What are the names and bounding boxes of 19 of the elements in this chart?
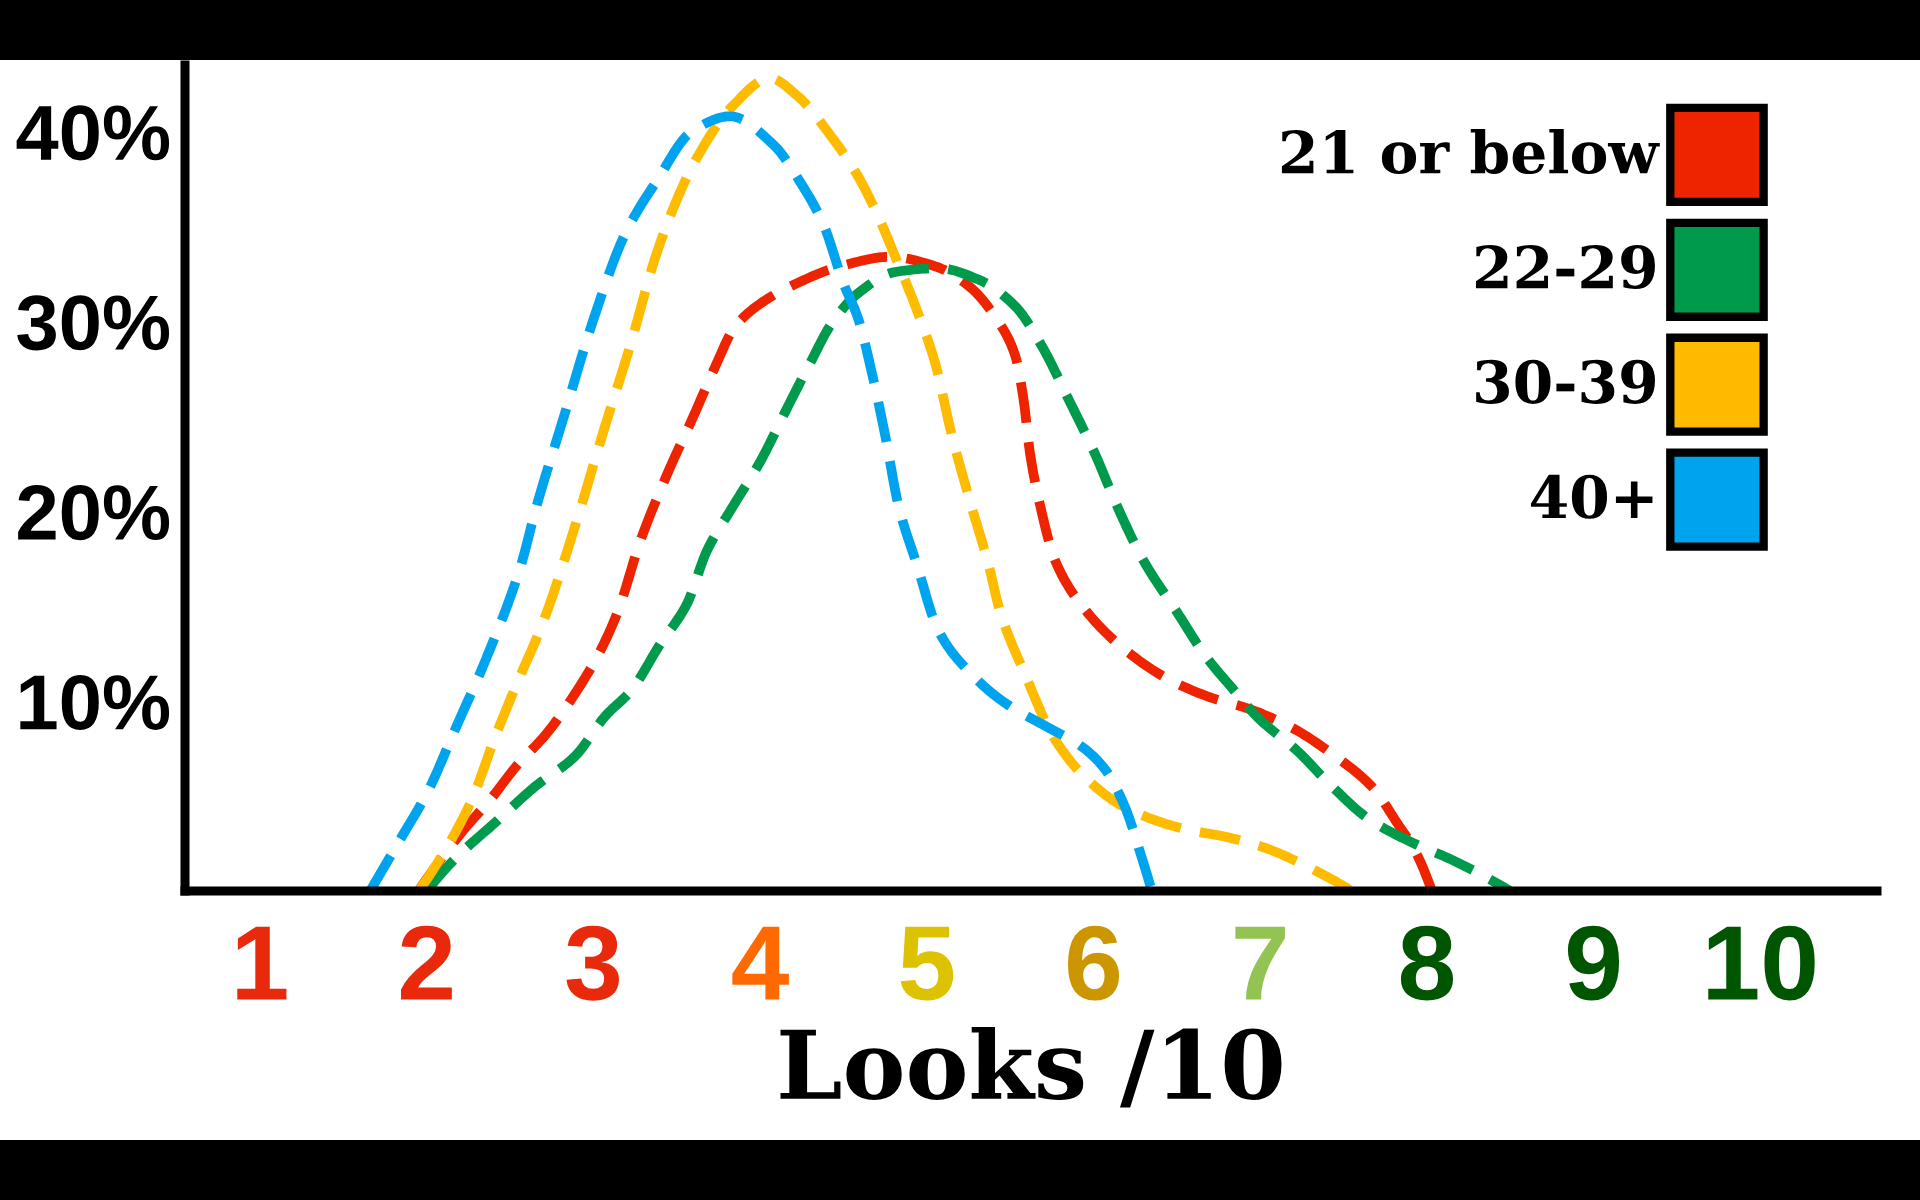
x-tick-label: 8 — [1400, 925, 1454, 1001]
x-tick-label: 6 — [1068, 925, 1120, 1001]
x-tick-label: 10 — [1708, 925, 1815, 1001]
x-tick-label: 9 — [1567, 925, 1620, 1001]
x-tick-label: 4 — [732, 926, 789, 1000]
x-axis-title: Looks /10 — [780, 1026, 1282, 1108]
x-tick-label: 2 — [401, 925, 452, 1000]
legend-label: 22-29 — [1475, 244, 1655, 290]
x-tick-label: 7 — [1235, 926, 1285, 1000]
y-tick-label: 40% — [16, 105, 170, 161]
x-tick-label: 3 — [566, 925, 619, 1001]
x-tick-label: 1 — [237, 926, 287, 1000]
legend-label: 21 or below — [1281, 128, 1660, 175]
legend-label: 30-39 — [1476, 359, 1655, 404]
y-tick-label: 20% — [18, 485, 170, 541]
x-tick-label: 5 — [900, 926, 954, 1001]
y-tick-label: 10% — [20, 674, 170, 731]
y-tick-label: 30% — [17, 295, 170, 351]
legend-label: 40+ — [1530, 474, 1653, 519]
